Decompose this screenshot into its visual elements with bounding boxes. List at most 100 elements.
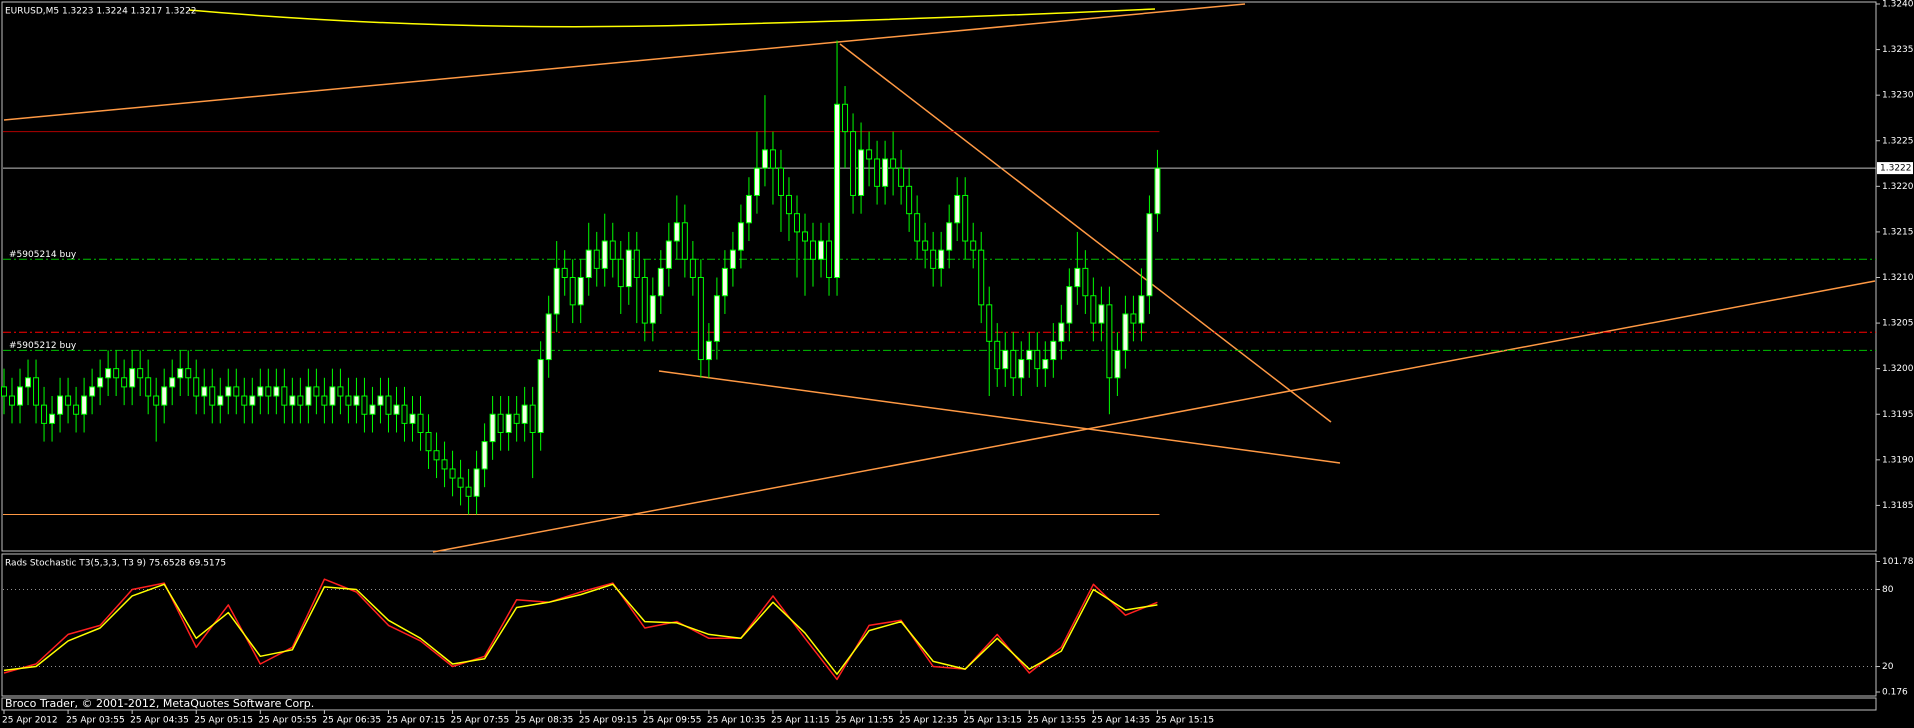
candle-body (1098, 304, 1105, 324)
indicator-title: Rads Stochastic T3(5,3,3, T3 9) 75.6528 … (5, 559, 226, 569)
candle-body (898, 167, 905, 187)
candle-body (17, 386, 24, 406)
candle-body (1090, 295, 1097, 324)
trendline (658, 370, 1341, 464)
candle-body (850, 131, 857, 196)
y-tick-label: 1.3210 (1882, 273, 1914, 283)
candle-body (193, 377, 200, 397)
candle-body (321, 395, 328, 406)
candle-body (361, 395, 368, 415)
candle-body (113, 368, 120, 379)
x-tick-label: 25 Apr 06:35 (322, 716, 381, 726)
current-price-label: 1.3222 (1880, 164, 1912, 174)
candle-body (1050, 340, 1057, 361)
candle-body (441, 459, 448, 470)
candle-body (137, 368, 144, 379)
candle-body (753, 167, 760, 196)
candle-body (689, 258, 696, 278)
candle-body (313, 386, 320, 397)
candle-body (209, 386, 216, 406)
candle-body (489, 413, 496, 443)
candle-body (537, 359, 544, 433)
candle-body (1146, 213, 1153, 297)
y-tick-label: 1.3230 (1882, 91, 1914, 101)
candle-body (505, 413, 512, 433)
candle-body (946, 222, 953, 251)
x-tick-label: 25 Apr 12:35 (899, 716, 958, 726)
candle-body (874, 158, 881, 187)
candle-body (962, 194, 969, 242)
candle-body (217, 395, 224, 406)
candle-body (145, 377, 152, 397)
candle-body (737, 222, 744, 251)
candle-body (73, 404, 80, 415)
candle-body (1082, 267, 1089, 297)
candle-body (601, 240, 608, 269)
x-tick-label: 25 Apr 05:15 (194, 716, 253, 726)
order-label: #5905212 buy (9, 341, 77, 351)
candle-body (1106, 304, 1113, 379)
candle-body (545, 313, 552, 361)
candle-body (289, 395, 296, 406)
x-tick-label: 25 Apr 11:55 (835, 716, 894, 726)
candle-body (41, 404, 48, 424)
candle-body (305, 386, 312, 406)
candle-body (761, 149, 768, 169)
x-tick-label: 25 Apr 13:15 (963, 716, 1022, 726)
candle-body (89, 386, 96, 397)
x-tick-label: 25 Apr 11:15 (771, 716, 830, 726)
candle-body (970, 240, 977, 251)
y-tick-label: 1.3205 (1882, 319, 1914, 329)
candle-body (185, 368, 192, 379)
candle-body (1058, 322, 1065, 342)
candle-body (49, 413, 56, 424)
y-tick-label: 1.3200 (1882, 364, 1914, 374)
candle-body (641, 277, 648, 324)
candle-body (1138, 295, 1145, 324)
candle-body (225, 386, 232, 397)
y-tick-label: 1.3225 (1882, 136, 1914, 146)
x-tick-label: 25 Apr 14:35 (1091, 716, 1150, 726)
candle-body (353, 395, 360, 406)
copyright: Broco Trader, © 2001-2012, MetaQuotes So… (5, 697, 314, 710)
candle-body (481, 441, 488, 470)
x-tick-label: 25 Apr 09:55 (643, 716, 702, 726)
candle-body (1114, 349, 1121, 379)
candle-body (417, 413, 424, 433)
candle-body (9, 395, 16, 406)
candle-body (906, 185, 913, 215)
x-tick-label: 25 Apr 08:35 (515, 716, 574, 726)
candle-body (1154, 167, 1161, 215)
x-tick-label: 25 Apr 07:55 (451, 716, 510, 726)
candle-body (938, 249, 945, 269)
moving-average (188, 8, 1156, 28)
candle-body (33, 377, 40, 406)
candle-body (785, 194, 792, 215)
y-tick-label: 20 (1882, 662, 1894, 672)
y-tick-label: 0.176 (1882, 688, 1908, 698)
candle-body (858, 149, 865, 196)
x-tick-label: 25 Apr 04:35 (130, 716, 189, 726)
candle-body (433, 450, 440, 461)
candle-body (169, 377, 176, 388)
trendline (432, 280, 1876, 553)
candle-body (1122, 313, 1129, 351)
candle-body (1, 386, 7, 397)
candle-body (393, 404, 400, 415)
candle-body (745, 194, 752, 224)
candle-body (345, 395, 352, 406)
candle-body (810, 240, 817, 260)
candle-body (818, 240, 825, 260)
candle-body (385, 395, 392, 415)
candle-body (457, 477, 464, 488)
status-strip (1, 697, 1877, 711)
candle-body (681, 222, 688, 260)
candle-body (697, 277, 704, 361)
candle-body (882, 158, 889, 187)
candle-body (1066, 286, 1073, 324)
candle-body (65, 395, 72, 406)
main-panel (1, 1, 1877, 552)
candle-body (297, 395, 304, 406)
candle-body (705, 340, 712, 361)
candle-body (249, 395, 256, 406)
